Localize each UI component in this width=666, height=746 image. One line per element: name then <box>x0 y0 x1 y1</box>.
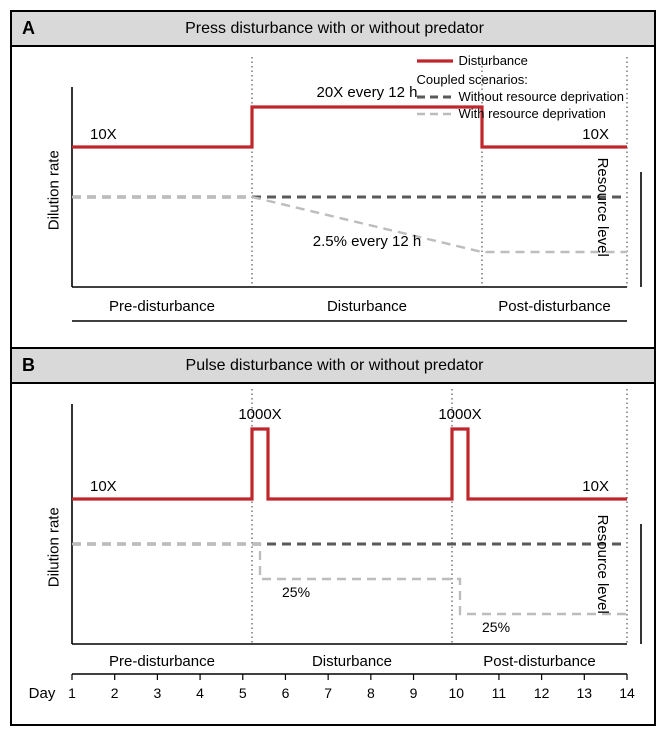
svg-text:2.5% every 12 h: 2.5% every 12 h <box>313 233 421 250</box>
svg-text:1000X: 1000X <box>238 406 281 423</box>
svg-text:Pre-disturbance: Pre-disturbance <box>109 298 215 315</box>
svg-text:25%: 25% <box>482 619 510 635</box>
svg-text:Post-disturbance: Post-disturbance <box>498 298 611 315</box>
panel-b-ylabel-right: Resource level <box>594 515 611 614</box>
panel-b-svg: 10X 10X 1000X 1000X 25% 25% Pre-disturbance Dis… <box>12 384 654 724</box>
svg-text:25%: 25% <box>282 584 310 600</box>
svg-text:13: 13 <box>577 685 593 701</box>
svg-text:20X every 12 h: 20X every 12 h <box>317 84 418 101</box>
svg-text:10: 10 <box>448 685 464 701</box>
svg-text:12: 12 <box>534 685 550 701</box>
legend-coupled-header: Coupled scenarios: <box>417 72 624 89</box>
svg-text:10X: 10X <box>90 126 117 143</box>
svg-text:6: 6 <box>282 685 290 701</box>
svg-text:10X: 10X <box>90 478 117 495</box>
svg-text:Pre-disturbance: Pre-disturbance <box>109 653 215 670</box>
panel-b: B Pulse disturbance with or without pred… <box>10 349 656 726</box>
svg-text:Disturbance: Disturbance <box>312 653 392 670</box>
svg-text:1: 1 <box>68 685 76 701</box>
legend-disturbance: Disturbance <box>459 53 528 70</box>
svg-text:Post-disturbance: Post-disturbance <box>483 653 596 670</box>
panel-a-legend: Disturbance Coupled scenarios: Without r… <box>417 53 624 123</box>
panel-b-header: B Pulse disturbance with or without pred… <box>12 349 654 384</box>
svg-text:10X: 10X <box>582 478 609 495</box>
panel-a-header: A Press disturbance with or without pred… <box>12 12 654 47</box>
svg-text:9: 9 <box>410 685 418 701</box>
svg-text:2: 2 <box>111 685 119 701</box>
legend-with: With resource deprivation <box>459 106 606 123</box>
svg-text:10X: 10X <box>582 126 609 143</box>
panel-a-chart: Dilution rate Resource level Disturbance… <box>12 47 654 347</box>
svg-text:3: 3 <box>153 685 161 701</box>
panel-a-ylabel-left: Dilution rate <box>46 150 63 230</box>
svg-text:14: 14 <box>619 685 635 701</box>
svg-text:7: 7 <box>324 685 332 701</box>
svg-text:1000X: 1000X <box>438 406 481 423</box>
panel-b-title: Pulse disturbance with or without predat… <box>75 357 594 375</box>
panel-a: A Press disturbance with or without pred… <box>10 10 656 349</box>
panel-a-ylabel-right: Resource level <box>594 158 611 257</box>
panel-a-title: Press disturbance with or without predat… <box>75 20 594 38</box>
panel-a-letter: A <box>22 18 35 39</box>
svg-text:4: 4 <box>196 685 204 701</box>
panel-b-ylabel-left: Dilution rate <box>46 507 63 587</box>
legend-without: Without resource deprivation <box>459 89 624 106</box>
svg-text:Disturbance: Disturbance <box>327 298 407 315</box>
svg-text:5: 5 <box>239 685 247 701</box>
panel-b-chart: Dilution rate Resource level 10X 10X 1000X… <box>12 384 654 724</box>
svg-text:11: 11 <box>492 685 507 701</box>
panel-b-letter: B <box>22 355 35 376</box>
svg-text:8: 8 <box>367 685 375 701</box>
svg-text:Day: Day <box>29 685 56 702</box>
